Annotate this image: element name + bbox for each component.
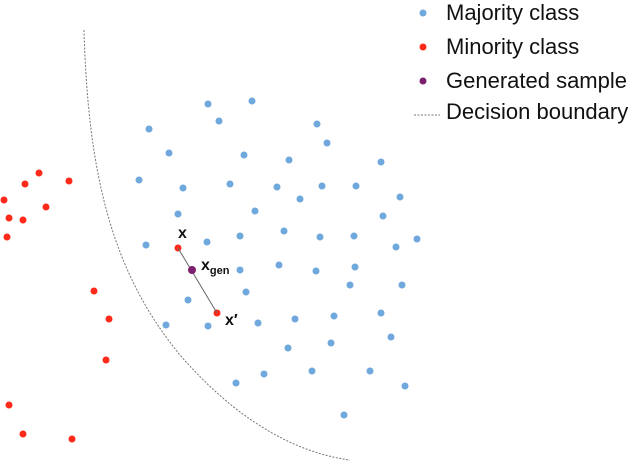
majority-point: [285, 156, 293, 164]
minority-point: [65, 177, 73, 185]
majority-points: [135, 97, 421, 419]
majority-point: [379, 212, 387, 220]
label-x-gen-base: x: [201, 257, 210, 274]
majority-point: [351, 263, 359, 271]
majority-point: [204, 322, 212, 330]
majority-point: [377, 158, 385, 166]
majority-point: [316, 233, 324, 241]
majority-point: [313, 120, 321, 128]
majority-point: [280, 227, 288, 235]
majority-point: [340, 411, 348, 419]
majority-point: [396, 193, 404, 201]
majority-point: [413, 235, 421, 243]
legend-boundary-label: Decision boundary: [446, 99, 628, 124]
minority-points: [0, 169, 221, 443]
majority-point: [135, 176, 143, 184]
label-x-gen-sub: gen: [210, 265, 230, 277]
generated-sample-point: [188, 266, 196, 274]
minority-point: [42, 203, 50, 211]
majority-point: [240, 151, 248, 159]
majority-point: [215, 117, 223, 125]
majority-point: [251, 207, 259, 215]
majority-point: [260, 370, 268, 378]
majority-point: [352, 182, 360, 190]
majority-point: [184, 296, 192, 304]
minority-point: [5, 401, 13, 409]
majority-point: [392, 243, 400, 251]
majority-point: [327, 339, 335, 347]
legend: Majority class Minority class Generated …: [414, 0, 628, 124]
majority-point: [308, 367, 316, 375]
label-x-gen: xgen: [201, 257, 230, 277]
majority-point: [273, 183, 281, 191]
majority-point: [330, 312, 338, 320]
majority-point: [179, 184, 187, 192]
majority-point: [254, 319, 262, 327]
majority-point: [226, 180, 234, 188]
minority-point: [5, 214, 13, 222]
legend-majority-label: Majority class: [446, 0, 579, 25]
majority-point: [323, 139, 331, 147]
majority-point: [387, 333, 395, 341]
majority-point: [346, 281, 354, 289]
label-x-prime: x′: [225, 312, 238, 329]
majority-point: [318, 182, 326, 190]
majority-point: [401, 382, 409, 390]
majority-point: [291, 315, 299, 323]
majority-point: [284, 344, 292, 352]
majority-point: [145, 125, 153, 133]
minority-point: [90, 287, 98, 295]
majority-point: [203, 238, 211, 246]
majority-point: [162, 321, 170, 329]
minority-point: [19, 216, 27, 224]
majority-point: [312, 267, 320, 275]
majority-point: [236, 232, 244, 240]
minority-point: [0, 196, 8, 204]
minority-point: [19, 430, 27, 438]
majority-point: [377, 309, 385, 317]
majority-point: [366, 367, 374, 375]
majority-point: [248, 97, 256, 105]
majority-point: [232, 379, 240, 387]
minority-point: [105, 315, 113, 323]
majority-point: [296, 195, 304, 203]
decision-boundary: [83, 29, 351, 461]
majority-point: [165, 149, 173, 157]
legend-minority-marker: [419, 43, 427, 51]
minority-point: [35, 169, 43, 177]
minority-point: [3, 233, 11, 241]
interpolation-segment: [177, 247, 218, 314]
legend-minority-label: Minority class: [446, 34, 579, 59]
legend-generated-marker: [419, 77, 427, 85]
majority-point: [236, 266, 244, 274]
legend-generated-label: Generated sample: [446, 68, 627, 93]
majority-point: [398, 281, 406, 289]
majority-point: [142, 241, 150, 249]
majority-point: [204, 100, 212, 108]
minority-point: [102, 356, 110, 364]
minority-point: [68, 435, 76, 443]
label-x: x: [178, 225, 187, 242]
majority-point: [174, 210, 182, 218]
majority-point: [350, 232, 358, 240]
majority-point: [275, 261, 283, 269]
majority-point: [242, 288, 250, 296]
legend-majority-marker: [419, 9, 427, 17]
minority-point: [21, 180, 29, 188]
